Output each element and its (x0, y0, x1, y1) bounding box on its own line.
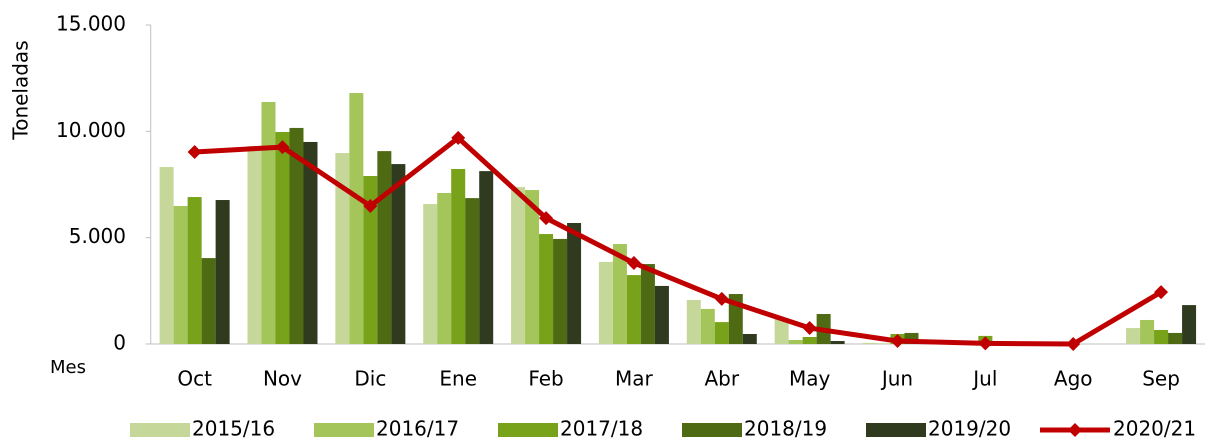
bar (451, 168, 466, 344)
line-marker (714, 291, 729, 306)
legend-swatch (866, 423, 926, 437)
x-axis-label: Mes (50, 357, 86, 378)
bar (247, 146, 262, 344)
line-marker (626, 255, 641, 270)
line-marker (187, 144, 202, 159)
x-tick-label: Ago (1054, 367, 1093, 391)
x-tick-label: Jun (880, 367, 913, 391)
legend-swatch (682, 423, 742, 437)
bar (686, 299, 701, 344)
x-tick-label: Mar (615, 367, 654, 391)
legend-label: 2017/18 (560, 417, 643, 441)
line-marker (1066, 337, 1081, 351)
legend-swatch (130, 423, 190, 437)
x-tick-label: May (789, 367, 831, 391)
bar (700, 308, 715, 344)
x-tick-label: Ene (439, 367, 477, 391)
bar (1154, 329, 1169, 344)
line-marker (1154, 285, 1169, 300)
bar (525, 190, 540, 344)
bar (640, 264, 655, 344)
bar (349, 93, 364, 344)
bar (612, 244, 627, 344)
legend-label: 2019/20 (928, 417, 1011, 441)
line-marker (802, 321, 817, 336)
y-tick-label: 15.000 (56, 12, 126, 36)
bar (567, 222, 582, 344)
bar (654, 285, 669, 344)
bar (1182, 305, 1197, 344)
bar (289, 127, 304, 344)
bar (742, 334, 757, 344)
bar (626, 275, 641, 344)
bar (215, 200, 230, 344)
line-marker (539, 211, 554, 226)
y-tick-label: 10.000 (56, 118, 126, 142)
bar (1126, 328, 1141, 344)
bar (774, 318, 789, 344)
y-tick-label: 5.000 (69, 224, 126, 248)
bar (335, 153, 350, 344)
bar (201, 258, 216, 344)
bar (437, 193, 452, 344)
x-tick-label: Oct (177, 367, 212, 391)
legend-swatch (314, 423, 374, 437)
bar (423, 204, 438, 344)
bar (159, 167, 174, 344)
x-tick-label: Feb (528, 367, 563, 391)
bar (830, 341, 845, 344)
y-tick-label: 0 (113, 331, 126, 355)
bar (511, 187, 526, 344)
x-tick-label: Dic (354, 367, 386, 391)
bar (465, 198, 480, 344)
line-marker (978, 336, 993, 351)
x-tick-label: Sep (1142, 367, 1180, 391)
legend-swatch (498, 423, 558, 437)
bar (862, 342, 877, 344)
bar (598, 261, 613, 344)
line-marker (451, 130, 466, 145)
bar (303, 141, 318, 344)
bar (275, 131, 290, 344)
bar (391, 164, 406, 344)
x-tick-label: Abr (704, 367, 739, 391)
bar (553, 238, 568, 344)
legend-label: 2016/17 (376, 417, 459, 441)
bar (1168, 332, 1183, 344)
bar (714, 322, 729, 344)
bar (173, 205, 188, 344)
bar (261, 101, 276, 344)
bar (802, 336, 817, 344)
y-axis-label: Toneladas (9, 40, 33, 140)
line (194, 135, 1163, 347)
x-tick-label: Jul (971, 367, 997, 391)
legend-label: 2018/19 (744, 417, 827, 441)
bar (1140, 319, 1155, 344)
bar (904, 332, 919, 344)
bar (377, 151, 392, 344)
line-marker (363, 198, 378, 213)
x-tick-label: Nov (263, 367, 302, 391)
bar (363, 175, 378, 344)
bar (479, 171, 494, 344)
legend-label: 2015/16 (192, 417, 275, 441)
line-marker (890, 334, 905, 349)
legend-marker (1068, 423, 1082, 437)
line-marker (275, 140, 290, 155)
legend-label: 2020/21 (1113, 417, 1196, 441)
bar (539, 234, 554, 344)
bar (187, 197, 202, 344)
bar (788, 339, 803, 344)
